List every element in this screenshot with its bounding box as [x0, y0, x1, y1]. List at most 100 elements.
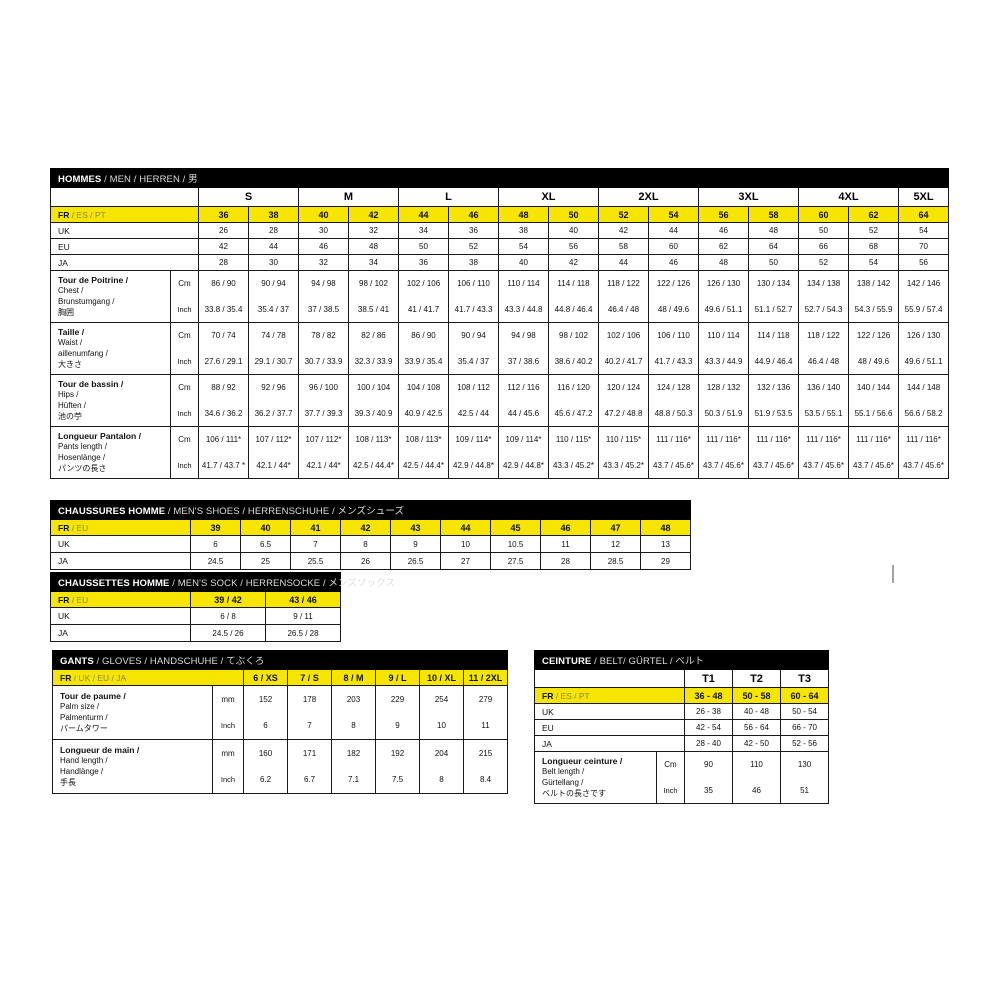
men-measure-2-cm-value: 128 / 132: [698, 374, 749, 401]
gloves-measure-0-inch-row: Inch 6 7 8 9 10 11: [53, 712, 509, 740]
men-measure-3-cm-value: 109 / 114*: [498, 426, 549, 453]
belt-row-value: 50 - 54: [779, 703, 830, 720]
socks-body-banner: CHAUSSETTES HOMME / MEN'S SOCK / HERRENS…: [49, 572, 395, 592]
men-measure-2-cm-value: 96 / 100: [298, 374, 349, 401]
men-measure-3-cm-value: 110 / 115*: [548, 426, 599, 453]
gloves-measure-0-inch-value: 10: [419, 712, 464, 740]
men-measure-2-cm-value: 144 / 148: [897, 374, 950, 401]
men-measure-0-inch-value: 37 / 38.5: [298, 296, 349, 323]
shoes-body-banner-row: CHAUSSURES HOMME / MEN'S SHOES / HERRENS…: [50, 500, 691, 520]
men-measure-2-unit-inch: Inch: [170, 400, 199, 427]
men-banner-row: HOMMES / MEN / HERREN / 男: [49, 168, 950, 188]
belt-fr-row: FR / ES / PT 36 - 48 50 - 58 60 - 64: [534, 687, 830, 704]
men-measure-3-cm-value: 111 / 116*: [698, 426, 749, 453]
shoes-body-fr-value: 48: [640, 519, 691, 536]
men-measure-0-cm-value: 106 / 110: [448, 270, 499, 297]
socks-body-fr-row: FR / EU 39 / 42 43 / 46: [50, 591, 342, 608]
men-measure-3-cm-value: 106 / 111*: [198, 426, 249, 453]
men-measure-3-cm-value: 107 / 112*: [248, 426, 299, 453]
men-fr-label: FR / ES / PT: [50, 206, 199, 223]
gloves-measure-0-mm-value: 203: [331, 685, 376, 713]
men-measure-2-cm-value: 140 / 144: [848, 374, 899, 401]
shoes-body-fr-row: FR / EU 39 40 41 42 43 44 45 46 47 48: [50, 519, 691, 536]
men-measure-1-inch-value: 35.4 / 37: [448, 348, 499, 375]
belt-row-value: 56 - 64: [732, 719, 781, 736]
men-fr-value: 54: [648, 206, 699, 223]
men-banner: HOMMES / MEN / HERREN / 男: [49, 168, 950, 188]
men-measure-1-inch-value: 38.6 / 40.2: [548, 348, 599, 375]
men-measure-0-inch-value: 49.6 / 51.1: [698, 296, 749, 323]
men-row-value: 30: [248, 254, 299, 271]
men-measure-1-unit-inch: Inch: [170, 348, 199, 375]
men-measure-3-cm-value: 111 / 116*: [798, 426, 849, 453]
men-row-value: 46: [298, 238, 349, 255]
socks-body-fr-value: 39 / 42: [190, 591, 266, 608]
men-measure-2-label: Tour de bassin / Hips / Hüften / 池の苧: [50, 374, 171, 427]
men-measure-0-cm-value: 134 / 138: [798, 270, 849, 297]
men-measure-1-cm-value: 106 / 110: [648, 322, 699, 349]
socks-body-row-label: JA: [50, 624, 191, 642]
men-measure-0-cm-value: 126 / 130: [698, 270, 749, 297]
men-fr-value: 40: [298, 206, 349, 223]
men-measure-3-cm-value: 111 / 116*: [897, 426, 950, 453]
belt-row-ja: JA 28 - 40 42 - 50 52 - 56: [534, 735, 830, 752]
men-measure-2-inch-value: 50.3 / 51.9: [698, 400, 749, 427]
men-row-value: 42: [548, 254, 599, 271]
men-measure-3-inch-row: Inch 41.7 / 43.7 * 42.1 / 44* 42.1 / 44* 42.…: [51, 452, 950, 479]
men-measure-2-inch-value: 56.6 / 58.2: [897, 400, 950, 427]
belt-row-value: 66 - 70: [779, 719, 830, 736]
shoes-body-row-ja: JA 24.5 25 25.5 26 26.5 27 27.5 28 28.5 29: [50, 552, 691, 570]
belt-fr-value: 36 - 48: [684, 687, 733, 704]
men-measure-0-cm-value: 98 / 102: [348, 270, 399, 297]
men-measure-1-inch-value: 33.9 / 35.4: [398, 348, 449, 375]
men-measure-2-cm-value: 100 / 104: [348, 374, 399, 401]
men-measure-1-inch-value: 48 / 49.6: [848, 348, 899, 375]
socks-body-row-value: 9 / 11: [264, 607, 342, 625]
belt-fr-value: 60 - 64: [779, 687, 830, 704]
men-measure-2-inch-value: 47.2 / 48.8: [598, 400, 649, 427]
gloves-measure-0-unit-inch: Inch: [212, 712, 244, 740]
men-size-group-l: L: [398, 187, 499, 207]
belt-row-uk: UK 26 - 38 40 - 48 50 - 54: [534, 703, 830, 720]
men-row-value: 32: [348, 222, 399, 239]
belt-size-table: CEINTURE / BELT/ GÜRTEL / ベルト T1 T2 T3 FR / …: [533, 650, 830, 804]
men-fr-value: 50: [548, 206, 599, 223]
belt-measure-inch-value: 35: [684, 777, 733, 804]
socks-body-fr-value: 43 / 46: [264, 591, 342, 608]
shoes-body-row-value: 9: [390, 535, 441, 553]
men-measure-0-cm-value: 142 / 146: [897, 270, 950, 297]
men-measure-1-label: Taille / Waist / aillenumfang / 大きさ: [50, 322, 171, 375]
shoes-body-row-value: 13: [640, 535, 691, 553]
men-measure-3-unit-cm: Cm: [170, 426, 199, 453]
men-measure-2-inch-value: 39.3 / 40.9: [348, 400, 399, 427]
shoes-body-fr-value: 39: [190, 519, 241, 536]
men-measure-3-inch-value: 43.7 / 45.6*: [848, 452, 899, 479]
men-measure-0-inch-value: 55.9 / 57.4: [897, 296, 950, 323]
men-measure-0-inch-value: 48 / 49.6: [648, 296, 699, 323]
gloves-fr-value: 8 / M: [331, 669, 376, 686]
men-measure-2-cm-value: 104 / 108: [398, 374, 449, 401]
men-measure-0-cm-value: 130 / 134: [748, 270, 799, 297]
gloves-measure-0-inch-value: 11: [462, 712, 509, 740]
men-measure-1-inch-value: 30.7 / 33.9: [298, 348, 349, 375]
shoes-body-row-value: 28.5: [590, 552, 641, 570]
men-measure-0-inch-value: 43.3 / 44.8: [498, 296, 549, 323]
men-measure-1-cm-value: 90 / 94: [448, 322, 499, 349]
men-measure-3-inch-value: 41.7 / 43.7 *: [198, 452, 249, 479]
men-row-value: 58: [598, 238, 649, 255]
men-fr-value: 58: [748, 206, 799, 223]
men-measure-3-cm-value: 111 / 116*: [648, 426, 699, 453]
men-measure-1-cm-value: 122 / 126: [848, 322, 899, 349]
belt-size-group-t1: T1: [684, 669, 733, 688]
men-size-group-5xl: 5XL: [897, 187, 950, 207]
men-measure-3-cm-row: Longueur Pantalon / Pants length / Hosenlä…: [50, 426, 950, 479]
gloves-fr-value: 7 / S: [287, 669, 332, 686]
socks-body-row-ja: JA 24.5 / 26 26.5 / 28: [50, 624, 342, 642]
men-measure-3-inch-value: 42.1 / 44*: [248, 452, 299, 479]
men-size-table: HOMMES / MEN / HERREN / 男 S M L XL 2XL 3XL 4XL 5…: [49, 168, 950, 479]
belt-banner-row: CEINTURE / BELT/ GÜRTEL / ベルト: [533, 650, 830, 670]
men-row-value: 34: [348, 254, 399, 271]
men-row-label: EU: [50, 238, 199, 255]
men-fr-value: 38: [248, 206, 299, 223]
